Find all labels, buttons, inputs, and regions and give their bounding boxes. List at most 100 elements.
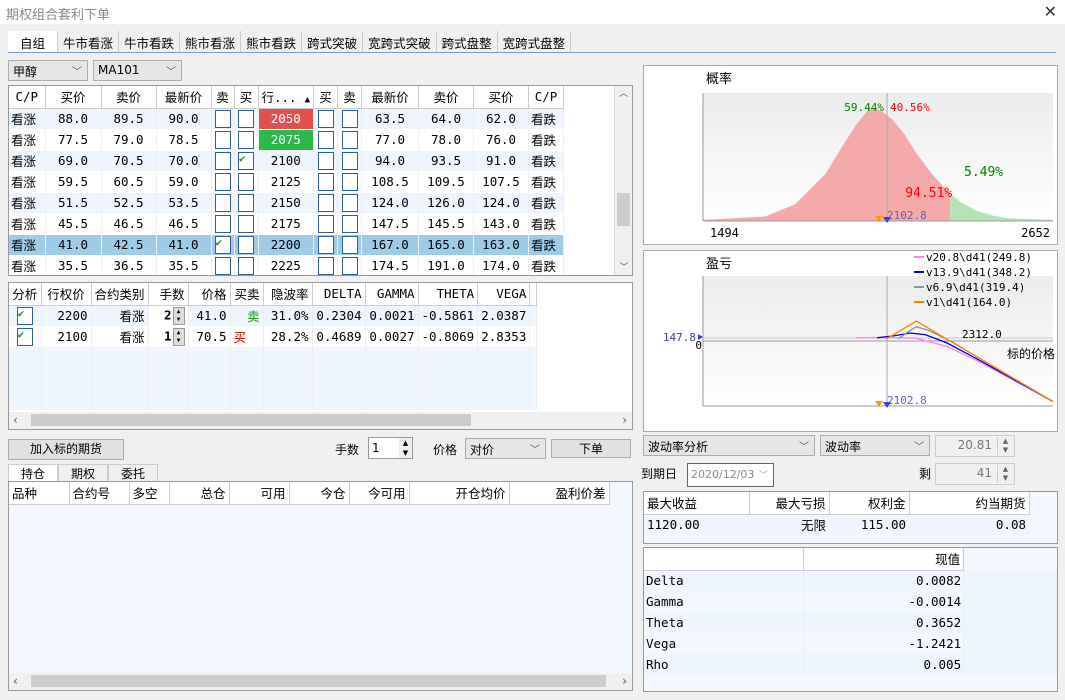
- order-checkbox[interactable]: [214, 172, 231, 191]
- positions-header[interactable]: 可用: [229, 482, 290, 505]
- legs-header[interactable]: 行权价: [41, 283, 92, 306]
- chain-row[interactable]: 看涨 88.0 89.5 90.0 2050 63.5 64.0 62.0 看跌: [9, 108, 564, 130]
- tab-3[interactable]: 熊市看涨: [180, 31, 242, 52]
- tab-6[interactable]: 宽跨式突破: [363, 31, 437, 52]
- chain-header[interactable]: 买价: [45, 86, 102, 109]
- scroll-thumb[interactable]: [31, 675, 606, 687]
- remaining-days-spinner[interactable]: 41 ▲ ▼: [935, 463, 1015, 485]
- price-type-select[interactable]: 对价 ﹀: [465, 438, 546, 459]
- order-checkbox[interactable]: [238, 130, 254, 149]
- order-checkbox[interactable]: [238, 235, 254, 254]
- chain-header[interactable]: 卖: [211, 86, 235, 109]
- legs-header[interactable]: 隐波率: [263, 283, 313, 306]
- order-checkbox[interactable]: [317, 235, 334, 254]
- tab-5[interactable]: 跨式突破: [302, 31, 364, 52]
- order-checkbox[interactable]: [238, 193, 254, 212]
- order-checkbox[interactable]: [214, 130, 231, 149]
- tab-0[interactable]: 自组: [8, 31, 59, 52]
- positions-header[interactable]: 开仓均价: [409, 482, 510, 505]
- order-checkbox[interactable]: [317, 109, 334, 128]
- chain-row[interactable]: 看涨 35.5 36.5 35.5 2225 174.5 191.0 174.0 看跌: [9, 255, 564, 275]
- order-checkbox[interactable]: [238, 214, 254, 233]
- order-checkbox[interactable]: [341, 130, 358, 149]
- legs-header[interactable]: 买卖: [230, 283, 264, 306]
- chain-row[interactable]: 看涨 69.0 70.5 70.0 ✔ 2100 94.0 93.5 91.0 看跌: [9, 150, 564, 172]
- positions-header[interactable]: 今可用: [349, 482, 410, 505]
- position-tab-2[interactable]: 委托: [108, 464, 159, 482]
- order-checkbox[interactable]: [238, 172, 254, 191]
- vertical-scrollbar[interactable]: ︿ ﹀: [614, 86, 632, 275]
- chain-header[interactable]: 行... ▲: [258, 86, 314, 109]
- tab-2[interactable]: 牛市看跌: [119, 31, 181, 52]
- chain-header[interactable]: C/P: [9, 86, 46, 109]
- chain-header[interactable]: 买价: [473, 86, 529, 109]
- chain-row[interactable]: 看涨 77.5 79.0 78.5 2075 77.0 78.0 76.0 看跌: [9, 129, 564, 151]
- legs-header[interactable]: GAMMA: [365, 283, 419, 306]
- legs-header[interactable]: 价格: [188, 283, 231, 306]
- legs-header[interactable]: 合约类别: [91, 283, 149, 306]
- position-tab-1[interactable]: 期权: [58, 464, 109, 482]
- chain-row[interactable]: 看涨 41.0 42.5 41.0 ✔ 2200 167.0 165.0 163.0 看跌: [9, 234, 564, 256]
- chain-header[interactable]: C/P: [528, 86, 564, 109]
- order-checkbox[interactable]: [214, 214, 231, 233]
- order-checkbox[interactable]: [214, 109, 231, 128]
- analysis-param-select[interactable]: 波动率 ﹀: [820, 435, 930, 456]
- contract-select[interactable]: MA101 ﹀: [93, 60, 182, 81]
- order-checkbox[interactable]: ✔: [214, 235, 231, 254]
- order-checkbox[interactable]: [214, 193, 231, 212]
- legs-header[interactable]: DELTA: [312, 283, 366, 306]
- leg-row[interactable]: ✔ 2100 看涨 1 ▲ ▼ 70.5 买 28.2% 0.4689 0.0027 -0.8069 2…: [9, 326, 538, 347]
- scroll-thumb[interactable]: [31, 414, 471, 426]
- horizontal-scrollbar[interactable]: ‹ ›: [9, 412, 632, 429]
- order-checkbox[interactable]: [214, 151, 231, 170]
- qty-stepper-icon[interactable]: ▲ ▼: [172, 327, 185, 346]
- positions-header[interactable]: 合约号: [69, 482, 130, 505]
- order-checkbox[interactable]: [341, 214, 358, 233]
- order-checkbox[interactable]: [341, 151, 358, 170]
- leg-qty[interactable]: 1 ▲ ▼: [148, 326, 189, 347]
- leg-row[interactable]: ✔ 2200 看涨 2 ▲ ▼ 41.0 卖 31.0% 0.2304 0.0021 -0.5861 2…: [9, 305, 538, 326]
- chain-header[interactable]: 最新价: [361, 86, 419, 109]
- qty-input[interactable]: 1 ▲ ▼: [368, 437, 413, 459]
- positions-header[interactable]: 多空: [129, 482, 170, 505]
- legs-header[interactable]: 分析: [9, 283, 42, 306]
- horizontal-scrollbar[interactable]: ‹ ›: [9, 673, 632, 690]
- submit-order-button[interactable]: 下单: [551, 439, 631, 458]
- chain-header[interactable]: 买: [313, 86, 338, 109]
- tab-8[interactable]: 宽跨式盘整: [498, 31, 572, 52]
- order-checkbox[interactable]: [317, 256, 334, 275]
- tab-1[interactable]: 牛市看涨: [58, 31, 120, 52]
- legs-header[interactable]: 手数: [148, 283, 189, 306]
- volatility-spinner[interactable]: 20.81 ▲ ▼: [935, 435, 1015, 457]
- analysis-mode-select[interactable]: 波动率分析 ﹀: [643, 435, 815, 456]
- order-checkbox[interactable]: [238, 109, 254, 128]
- order-checkbox[interactable]: [317, 151, 334, 170]
- scroll-thumb[interactable]: [617, 193, 630, 226]
- expiry-date-picker[interactable]: 2020/12/03 ﹀: [687, 463, 774, 487]
- chain-row[interactable]: 看涨 45.5 46.5 46.5 2175 147.5 145.5 143.0 看跌: [9, 213, 564, 235]
- qty-stepper-icon[interactable]: ▲ ▼: [172, 306, 185, 325]
- analyze-checkbox[interactable]: ✔: [16, 306, 33, 325]
- positions-header[interactable]: 品种: [9, 482, 70, 505]
- add-future-button[interactable]: 加入标的期货: [8, 439, 124, 460]
- chain-header[interactable]: 卖价: [101, 86, 157, 109]
- chain-row[interactable]: 看涨 51.5 52.5 53.5 2150 124.0 126.0 124.0 看跌: [9, 192, 564, 214]
- chain-header[interactable]: 买: [234, 86, 259, 109]
- close-icon[interactable]: ✕: [1043, 2, 1057, 21]
- chain-header[interactable]: 最新价: [156, 86, 212, 109]
- spinner-arrows-icon[interactable]: ▲ ▼: [997, 465, 1013, 483]
- order-checkbox[interactable]: [317, 214, 334, 233]
- legs-header[interactable]: THETA: [418, 283, 479, 306]
- positions-header[interactable]: 盈利价差: [509, 482, 610, 505]
- order-checkbox[interactable]: [341, 256, 358, 275]
- tab-7[interactable]: 跨式盘整: [437, 31, 498, 52]
- order-checkbox[interactable]: [341, 172, 358, 191]
- positions-header[interactable]: 总仓: [169, 482, 230, 505]
- order-checkbox[interactable]: [317, 172, 334, 191]
- order-checkbox[interactable]: [341, 193, 358, 212]
- spinner-arrows-icon[interactable]: ▲ ▼: [997, 437, 1013, 455]
- position-tab-0[interactable]: 持仓: [8, 464, 59, 482]
- leg-qty[interactable]: 2 ▲ ▼: [148, 305, 189, 326]
- product-select[interactable]: 甲醇 ﹀: [8, 60, 88, 81]
- legs-header[interactable]: VEGA: [477, 283, 531, 306]
